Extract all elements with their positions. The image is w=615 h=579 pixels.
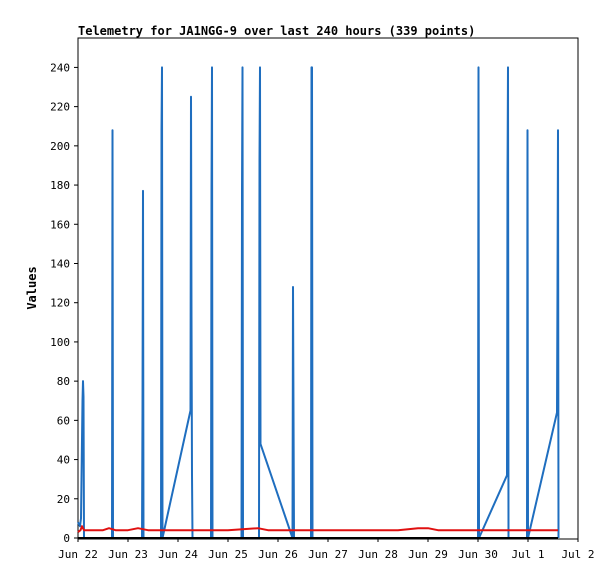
y-tick-label: 220 [50,101,70,114]
x-tick-label: Jul 1 [511,548,544,561]
series-group [77,66,560,539]
chart-title: Telemetry for JA1NGG-9 over last 240 hou… [78,24,475,38]
y-tick-label: 80 [57,375,70,388]
x-tick-label: Jun 23 [108,548,148,561]
x-tick-label: Jun 30 [458,548,498,561]
y-tick-label: 160 [50,218,70,231]
x-tick-label: Jul 2 [561,548,594,561]
y-tick-label: 100 [50,336,70,349]
x-tick-label: Jun 22 [58,548,98,561]
y-axis: 0 20 40 60 80 100 120 140 160 180 200 220 240 [50,61,78,545]
series-line-2 [77,525,558,533]
y-tick-label: 140 [50,257,70,270]
y-tick-label: 40 [57,454,70,467]
y-tick-label: 120 [50,297,70,310]
x-axis: Jun 22 Jun 23 Jun 24 Jun 25 Jun 26 Jun 27 Jun … [58,538,595,561]
y-tick-label: 0 [63,532,70,545]
x-tick-label: Jun 25 [208,548,248,561]
plot-frame [77,37,579,540]
series-line-1 [77,66,560,539]
y-tick-label: 180 [50,179,70,192]
y-tick-label: 240 [50,61,70,74]
x-tick-label: Jun 26 [258,548,298,561]
x-tick-label: Jun 24 [158,548,198,561]
y-axis-label: Values [25,266,39,309]
x-tick-label: Jun 29 [408,548,448,561]
y-tick-label: 60 [57,414,70,427]
x-tick-label: Jun 28 [358,548,398,561]
y-tick-label: 200 [50,140,70,153]
y-tick-label: 20 [57,493,70,506]
x-tick-label: Jun 27 [308,548,348,561]
